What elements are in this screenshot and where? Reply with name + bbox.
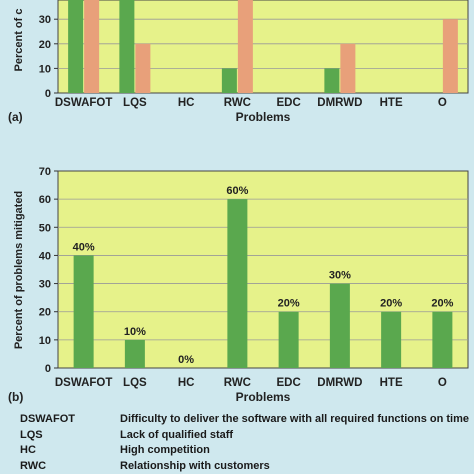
bar-lqs: [124, 339, 145, 368]
x-axis-label: Problems: [236, 110, 291, 124]
x-tick-label: HC: [178, 377, 195, 389]
legend-abbr: RWC: [20, 459, 47, 472]
legend-abbr: HC: [20, 444, 36, 456]
data-label: 10%: [124, 326, 146, 338]
legend-text: Relationship with customers: [120, 459, 270, 472]
y-tick-label: 50: [39, 222, 51, 234]
x-tick-label: EDC: [276, 97, 300, 109]
data-label: 30%: [329, 270, 351, 282]
x-tick-label: DSWAFOT: [55, 377, 113, 389]
bar-hte: [381, 311, 402, 368]
x-tick-label: DSWAFOT: [55, 97, 113, 109]
data-label: 60%: [226, 185, 248, 197]
x-axis-label: Problems: [236, 390, 291, 404]
x-tick-label: HTE: [380, 97, 403, 109]
bar-edc: [278, 311, 299, 368]
abbreviation-legend: DSWAFOT Difficulty to deliver the softwa…: [20, 412, 470, 474]
y-tick-label: 30: [39, 14, 51, 26]
y-tick-label: 10: [39, 63, 51, 75]
bar-o: [432, 311, 453, 368]
y-tick-label: 60: [39, 194, 51, 206]
x-tick-label: O: [438, 377, 447, 389]
y-tick-label: 70: [39, 166, 51, 178]
legend-abbr: DSWAFOT: [20, 413, 75, 425]
bar-lqs-series1: [119, 0, 135, 94]
bar-dswafot-series1: [68, 0, 84, 93]
legend-row: HC High competition: [20, 443, 470, 459]
x-tick-label: EDC: [276, 377, 300, 389]
y-axis-label: Percent of c: [13, 9, 25, 72]
x-tick-label: RWC: [224, 97, 251, 109]
data-label: 20%: [431, 298, 453, 310]
legend-row: RWC Relationship with customers: [20, 459, 470, 474]
bar-lqs-series2: [135, 43, 151, 93]
x-tick-label: HTE: [380, 377, 403, 389]
bar-rwc-series2: [237, 0, 253, 93]
legend-text: Lack of qualified staff: [120, 428, 234, 441]
y-tick-label: 20: [39, 307, 51, 319]
x-tick-label: LQS: [123, 97, 147, 109]
y-tick-label: 40: [39, 250, 51, 262]
panel-label: (b): [8, 390, 23, 404]
bar-dmrwd-series2: [340, 43, 356, 93]
data-label: 20%: [380, 298, 402, 310]
y-axis-label: Percent of problems mitigated: [13, 191, 25, 349]
bar-rwc-series1: [221, 68, 237, 93]
bar-dmrwd: [329, 283, 350, 368]
x-tick-label: HC: [178, 97, 195, 109]
data-label: 0%: [178, 354, 194, 366]
bar-o-series2: [442, 19, 458, 94]
x-tick-label: DMRWD: [317, 97, 362, 109]
bar-dswafot: [73, 255, 94, 368]
y-tick-label: 10: [39, 335, 51, 347]
x-tick-label: LQS: [123, 377, 147, 389]
x-tick-label: O: [438, 97, 447, 109]
y-tick-label: 0: [45, 88, 51, 100]
y-tick-label: 0: [45, 363, 51, 375]
bar-rwc: [227, 199, 248, 368]
legend-row: DSWAFOT Difficulty to deliver the softwa…: [20, 412, 470, 428]
legend-abbr: LQS: [20, 428, 43, 441]
legend-text: Difficulty to deliver the software with …: [120, 413, 469, 425]
bar-dswafot-series2: [84, 0, 100, 93]
y-tick-label: 20: [39, 39, 51, 51]
panel-label: (a): [8, 110, 23, 124]
x-tick-label: RWC: [224, 377, 251, 389]
legend-row: LQS Lack of qualified staff: [20, 428, 470, 444]
bar-dmrwd-series1: [324, 68, 340, 93]
plot-area: [57, 170, 469, 369]
data-label: 40%: [73, 241, 95, 253]
y-tick-label: 30: [39, 279, 51, 291]
x-tick-label: DMRWD: [317, 377, 362, 389]
data-label: 20%: [278, 298, 300, 310]
legend-text: High competition: [120, 444, 210, 456]
